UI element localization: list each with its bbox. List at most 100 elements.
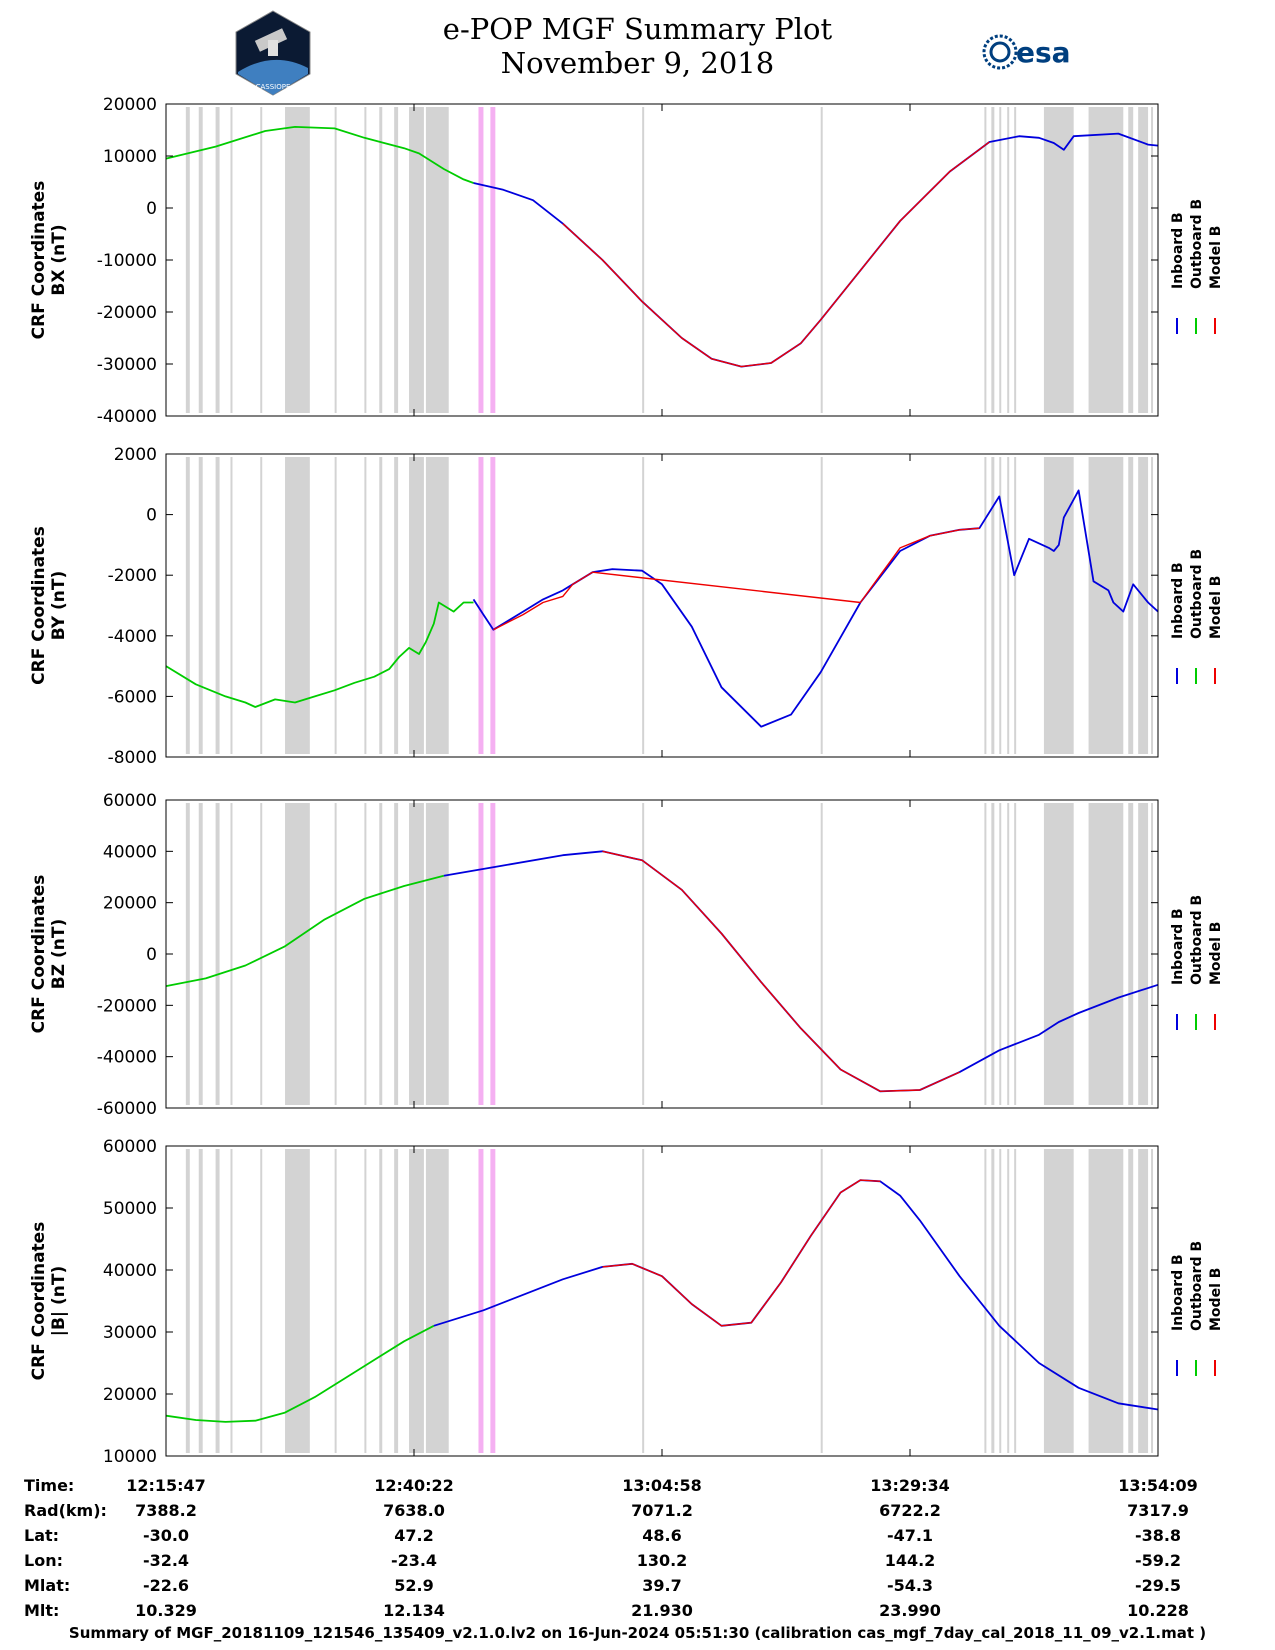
data-gap-band: [1014, 803, 1017, 1105]
data-gap-band: [364, 1149, 367, 1453]
data-gap-band: [334, 107, 337, 413]
esa-logo-text: esa: [1016, 36, 1071, 69]
data-gap-band: [198, 1149, 203, 1453]
info-cell-value: 7317.9: [1127, 1501, 1189, 1520]
data-gap-band: [215, 107, 220, 413]
data-gap-band: [394, 1149, 399, 1453]
data-gap-band: [1014, 1149, 1017, 1453]
y-axis-label: CRF CoordinatesBY (nT): [29, 526, 69, 685]
data-gap-band: [260, 1149, 263, 1453]
legend: Inboard B Outboard B Model B: [1170, 1241, 1224, 1376]
y-tick-label: -40000: [97, 1048, 157, 1068]
data-gap-band: [198, 107, 203, 413]
info-cell-value: -32.4: [143, 1551, 189, 1570]
legend-entry-label: Model B: [1208, 922, 1224, 985]
data-gap-band: [285, 457, 310, 754]
data-gap-band: [1138, 457, 1149, 754]
y-axis-label: CRF CoordinatesBX (nT): [29, 181, 69, 340]
info-cell-value: 7388.2: [135, 1501, 197, 1520]
data-gap-band: [1138, 107, 1149, 413]
y-tick-label: 20000: [103, 95, 157, 115]
legend: Inboard B Outboard B Model B: [1170, 895, 1224, 1030]
y-axis-label-line1: CRF Coordinates: [29, 526, 49, 685]
highlight-band: [478, 457, 484, 754]
y-tick-label: -40000: [97, 407, 157, 427]
info-cell-value: 7638.0: [383, 1501, 445, 1520]
data-gap-band: [1014, 107, 1017, 413]
cassiope-logo-label: CASSIOPE: [256, 83, 291, 91]
orbit-info-table: Time: Rad(km): Lat: Lon: Mlat: Mlt: 12:15:47 73…: [24, 1476, 1198, 1620]
data-gap-band: [394, 457, 399, 754]
data-gap-band: [642, 1149, 645, 1453]
info-cell-value: 6722.2: [879, 1501, 941, 1520]
data-gap-band: [215, 803, 220, 1105]
info-cell-value: 144.2: [885, 1551, 936, 1570]
info-cell-value: 13:54:09: [1118, 1476, 1198, 1495]
data-gap-band: [230, 1149, 233, 1453]
legend-entry-label: Outboard B: [1189, 895, 1205, 985]
data-gap-band: [1138, 1149, 1149, 1453]
y-tick-label: 2000: [114, 445, 157, 465]
info-cell-value: 39.7: [642, 1576, 681, 1595]
data-gap-band: [820, 803, 823, 1105]
data-gap-band: [820, 1149, 823, 1453]
data-gap-band: [991, 803, 995, 1105]
info-cell-value: 12.134: [383, 1601, 445, 1620]
legend-entry-label: Outboard B: [1189, 199, 1205, 289]
data-gap-band: [379, 107, 383, 413]
data-gap-band: [334, 803, 337, 1105]
data-gap-band: [1128, 1149, 1134, 1453]
data-gap-band: [425, 803, 449, 1105]
highlight-band: [478, 1149, 484, 1453]
series-model-b: [493, 527, 980, 631]
info-cell-value: 130.2: [637, 1551, 688, 1570]
data-gap-band: [198, 803, 203, 1105]
y-tick-label: 20000: [103, 1385, 157, 1405]
info-cell-value: -23.4: [391, 1551, 437, 1570]
y-tick-label: -8000: [108, 748, 157, 768]
data-gap-band: [409, 107, 424, 413]
y-axis-label-line1: CRF Coordinates: [29, 1222, 49, 1381]
data-gap-band: [1138, 803, 1149, 1105]
highlight-band: [478, 803, 484, 1105]
data-gap-band: [1128, 803, 1134, 1105]
legend: Inboard B Outboard B Model B: [1170, 549, 1224, 684]
y-tick-label: -6000: [108, 687, 157, 707]
data-gap-band: [999, 803, 1002, 1105]
info-row-label: Lat:: [24, 1526, 59, 1545]
legend-entry-label: Model B: [1208, 576, 1224, 639]
data-gap-band: [999, 1149, 1002, 1453]
info-row-label: Mlat:: [24, 1576, 70, 1595]
data-gap-band: [379, 457, 383, 754]
data-gap-band: [984, 803, 987, 1105]
data-gap-band: [991, 1149, 995, 1453]
data-gap-band: [285, 107, 310, 413]
panel-2: 2000 0 -2000 -4000 -6000 -8000 CRF Coordinates…: [29, 445, 1224, 768]
highlight-band: [478, 107, 484, 413]
info-cell-value: 48.6: [642, 1526, 681, 1545]
data-gap-band: [198, 457, 203, 754]
info-cell-value: 23.990: [879, 1601, 941, 1620]
y-tick-label: 0: [146, 945, 157, 965]
data-gap-band: [185, 107, 190, 413]
data-gap-band: [230, 803, 233, 1105]
info-cell-value: -29.5: [1135, 1576, 1181, 1595]
data-gap-band: [394, 107, 399, 413]
panel-1: 20000 10000 0 -10000 -20000 -30000 -40000 CRF C…: [29, 95, 1224, 427]
data-gap-band: [1088, 803, 1124, 1105]
y-tick-label: -2000: [108, 566, 157, 586]
series-outboard-b: [165, 126, 474, 184]
data-gap-band: [999, 107, 1002, 413]
data-gap-band: [1151, 1149, 1154, 1453]
y-tick-label: 30000: [103, 1323, 157, 1343]
data-gap-band: [984, 107, 987, 413]
y-axis-label-line2: BX (nT): [49, 224, 69, 295]
legend-entry-label: Inboard B: [1170, 562, 1186, 639]
plot-title-date: November 9, 2018: [500, 46, 775, 80]
legend-entry-label: Outboard B: [1189, 549, 1205, 639]
y-tick-label: 0: [146, 199, 157, 219]
data-gap-band: [379, 803, 383, 1105]
y-axis-label: CRF CoordinatesBZ (nT): [29, 875, 69, 1034]
legend-entry-label: Outboard B: [1189, 1241, 1205, 1331]
y-tick-label: 60000: [103, 1137, 157, 1157]
